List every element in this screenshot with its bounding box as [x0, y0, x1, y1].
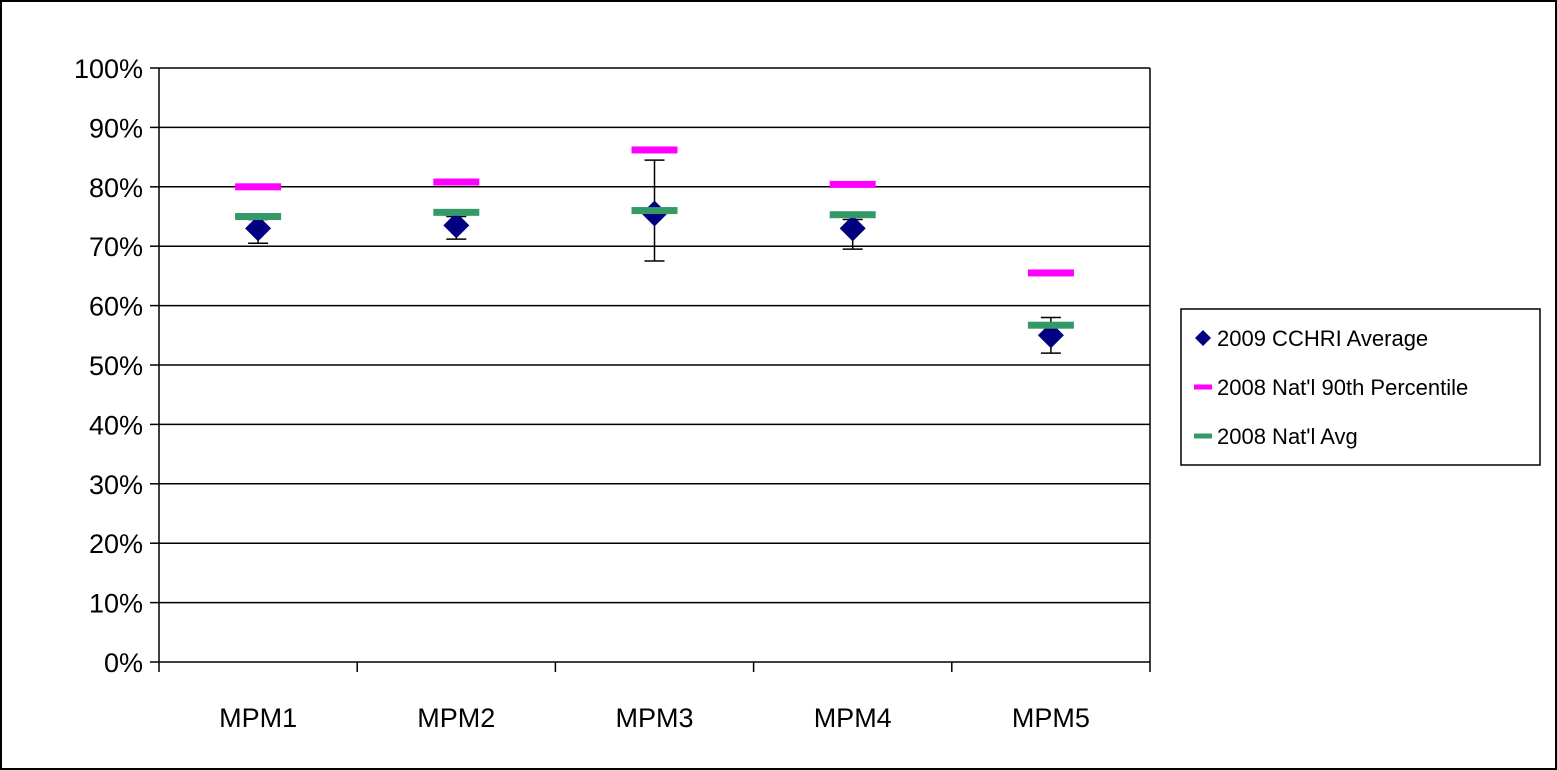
y-tick-label: 50% — [89, 351, 143, 381]
y-tick-label: 20% — [89, 529, 143, 559]
diamond-marker — [443, 212, 470, 239]
percentile-dash-marker — [1027, 269, 1074, 277]
y-tick-label: 40% — [89, 410, 143, 440]
data-markers — [235, 146, 1074, 349]
x-category-label: MPM3 — [615, 703, 693, 733]
legend-box — [1180, 308, 1541, 466]
y-tick-label: 60% — [89, 292, 143, 322]
percentile-dash-marker — [829, 180, 876, 188]
grid-lines — [159, 67, 1150, 604]
y-tick-labels: 0% 10% 20% 30% 40% 50% 60% 70% 80% 90% 100% — [74, 54, 143, 678]
diamond-marker — [839, 215, 866, 242]
legend-dash-swatch — [1194, 384, 1212, 390]
y-tick-label: 100% — [74, 54, 143, 84]
y-tick-label: 90% — [89, 113, 143, 143]
nat-avg-dash-marker — [433, 208, 480, 216]
legend-label: 2008 Nat'l Avg — [1217, 424, 1358, 449]
y-tick-label: 0% — [104, 648, 143, 678]
legend-label: 2009 CCHRI Average — [1217, 326, 1428, 351]
legend-diamond-swatch — [1195, 330, 1211, 346]
nat-avg-dash-marker — [829, 211, 876, 219]
legend-label: 2008 Nat'l 90th Percentile — [1217, 375, 1468, 400]
diamond-marker — [245, 215, 272, 242]
x-category-label: MPM2 — [417, 703, 495, 733]
x-category-labels: MPM1 MPM2 MPM3 MPM4 MPM5 — [219, 703, 1090, 733]
legend: 2009 CCHRI Average 2008 Nat'l 90th Percen… — [1180, 308, 1541, 466]
percentile-dash-marker — [433, 178, 480, 186]
y-tick-label: 30% — [89, 470, 143, 500]
y-tick-label: 70% — [89, 232, 143, 262]
x-category-label: MPM5 — [1012, 703, 1090, 733]
nat-avg-dash-marker — [631, 207, 678, 215]
y-tick-label: 80% — [89, 173, 143, 203]
y-tick-label: 10% — [89, 589, 143, 619]
nat-avg-dash-marker — [235, 213, 282, 220]
legend-dash-swatch — [1194, 433, 1212, 439]
axes — [150, 67, 1151, 672]
percentile-dash-marker — [631, 146, 678, 154]
nat-avg-dash-marker — [1027, 321, 1074, 329]
x-category-label: MPM1 — [219, 703, 297, 733]
x-category-label: MPM4 — [814, 703, 892, 733]
percentile-dash-marker — [235, 183, 282, 191]
diamond-marker — [1037, 322, 1064, 349]
